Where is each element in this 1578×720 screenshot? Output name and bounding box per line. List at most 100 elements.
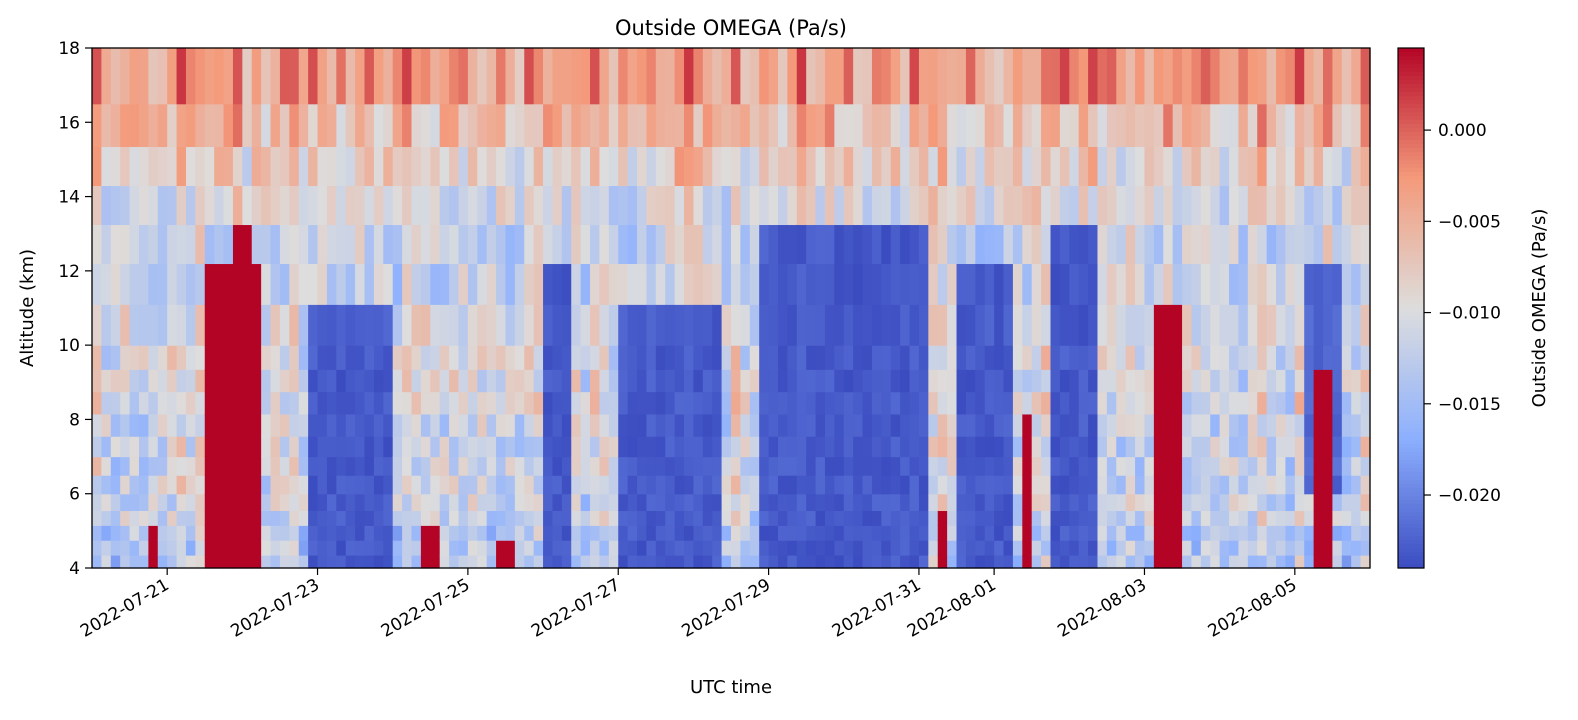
heatmap-cell — [1153, 391, 1164, 415]
heatmap-cell — [674, 185, 685, 226]
heatmap-cell — [684, 103, 695, 148]
heatmap-cell — [1266, 436, 1277, 458]
heatmap-cell — [467, 456, 478, 476]
heatmap-cell — [496, 185, 507, 226]
heatmap-cell — [195, 525, 206, 541]
heatmap-cell — [768, 146, 779, 187]
heatmap-cell — [383, 436, 394, 458]
heatmap-cell — [928, 103, 939, 148]
heatmap-cell — [420, 510, 431, 526]
colorbar-band — [1398, 84, 1424, 89]
heatmap-cell — [834, 103, 845, 148]
heatmap-cell — [1182, 436, 1193, 458]
heatmap-cell — [261, 391, 272, 415]
heatmap-cell — [994, 263, 1005, 305]
heatmap-cell — [477, 525, 488, 541]
heatmap-cell — [477, 304, 488, 346]
heatmap-cell — [1135, 185, 1146, 226]
heatmap-cell — [1125, 48, 1136, 105]
x-tick-label: 2022-07-25 — [378, 575, 474, 642]
heatmap-cell — [533, 345, 544, 370]
heatmap-cell — [279, 475, 290, 495]
heatmap-cell — [1059, 413, 1070, 437]
heatmap-cell — [712, 369, 723, 393]
heatmap-cell — [768, 413, 779, 437]
heatmap-cell — [383, 540, 394, 556]
heatmap-cell — [176, 48, 187, 105]
heatmap-cell — [101, 48, 112, 105]
heatmap-cell — [580, 391, 591, 415]
heatmap-cell — [1041, 413, 1052, 437]
heatmap-cell — [449, 185, 460, 226]
heatmap-cell — [1360, 540, 1371, 556]
heatmap-cell — [1266, 413, 1277, 437]
heatmap-cell — [467, 185, 478, 226]
heatmap-cell — [627, 540, 638, 556]
heatmap-cell — [1041, 525, 1052, 541]
heatmap-cell — [167, 185, 178, 226]
heatmap-cell — [129, 555, 140, 569]
heatmap-cell — [693, 525, 704, 541]
heatmap-cell — [1200, 413, 1211, 437]
heatmap-cell — [251, 475, 262, 495]
heatmap-cell — [110, 48, 121, 105]
heatmap-cell — [909, 391, 920, 415]
heatmap-cell — [214, 48, 225, 105]
heatmap-cell — [1088, 413, 1099, 437]
heatmap-cell — [298, 555, 309, 569]
heatmap-cell — [101, 345, 112, 370]
heatmap-cell — [1294, 369, 1305, 393]
heatmap-cell — [768, 510, 779, 526]
heatmap-cell — [1276, 475, 1287, 495]
heatmap-cell — [571, 224, 582, 265]
heatmap-cell — [796, 369, 807, 393]
heatmap-cell — [477, 48, 488, 105]
heatmap-cell — [1191, 224, 1202, 265]
heatmap-cell — [289, 555, 300, 569]
heatmap-cell — [120, 475, 131, 495]
heatmap-cell — [1003, 146, 1014, 187]
heatmap-cell — [947, 263, 958, 305]
colorbar-band — [1398, 524, 1424, 529]
heatmap-cell — [552, 413, 563, 437]
heatmap-cell — [1003, 304, 1014, 346]
heatmap-cell — [110, 456, 121, 476]
heatmap-cell — [571, 510, 582, 526]
heatmap-cell — [590, 345, 601, 370]
heatmap-cell — [496, 224, 507, 265]
heatmap-cell — [1125, 413, 1136, 437]
heatmap-cell — [599, 555, 610, 569]
heatmap-cell — [223, 224, 234, 265]
heatmap-cell — [1219, 103, 1230, 148]
colorbar-band — [1398, 564, 1424, 569]
heatmap-cell — [994, 224, 1005, 265]
heatmap-cell — [420, 369, 431, 393]
heatmap-cell — [1041, 540, 1052, 556]
colorbar-band — [1398, 244, 1424, 249]
heatmap-cell — [571, 369, 582, 393]
heatmap-cell — [1229, 436, 1240, 458]
colorbar-band — [1398, 416, 1424, 421]
heatmap-cell — [909, 475, 920, 495]
heatmap-cell — [1294, 493, 1305, 512]
heatmap-cell — [279, 263, 290, 305]
colorbar-band — [1398, 304, 1424, 309]
heatmap-cell — [1078, 555, 1089, 569]
heatmap-cell — [204, 436, 215, 458]
heatmap-cell — [242, 391, 253, 415]
heatmap-cell — [411, 304, 422, 346]
heatmap-cell — [871, 103, 882, 148]
heatmap-cell — [571, 493, 582, 512]
heatmap-cell — [843, 413, 854, 437]
heatmap-cell — [92, 103, 102, 148]
heatmap-cell — [1341, 185, 1352, 226]
heatmap-cell — [637, 224, 648, 265]
heatmap-cell — [326, 540, 337, 556]
heatmap-cell — [543, 345, 554, 370]
heatmap-cell — [1257, 555, 1268, 569]
heatmap-cell — [279, 525, 290, 541]
heatmap-cell — [655, 525, 666, 541]
heatmap-cell — [1360, 391, 1371, 415]
heatmap-cell — [505, 555, 516, 569]
heatmap-cell — [1229, 555, 1240, 569]
